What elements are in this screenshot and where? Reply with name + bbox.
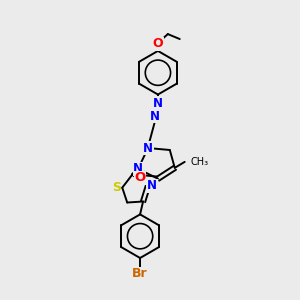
Text: N: N — [153, 97, 163, 110]
Text: N: N — [150, 110, 160, 123]
Text: N: N — [143, 142, 153, 154]
Text: O: O — [153, 38, 163, 50]
Text: S: S — [112, 181, 121, 194]
Text: O: O — [134, 171, 146, 184]
Text: N: N — [133, 162, 143, 175]
Text: Br: Br — [132, 267, 148, 280]
Text: CH₃: CH₃ — [190, 157, 209, 167]
Text: N: N — [147, 179, 157, 192]
